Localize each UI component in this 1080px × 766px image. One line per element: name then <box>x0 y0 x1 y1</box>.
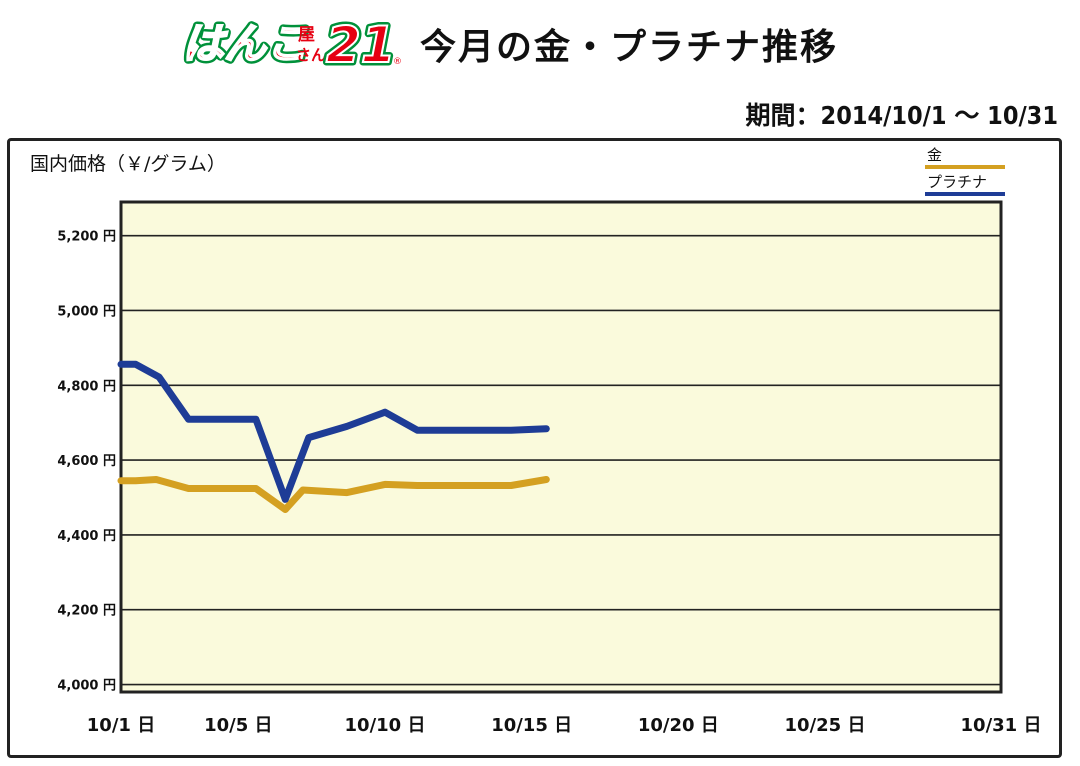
chart-frame <box>7 138 1062 758</box>
svg-text:21: 21 <box>326 16 396 70</box>
x-tick-label: 10/20 日 <box>638 715 719 736</box>
x-tick-label: 10/25 日 <box>785 715 866 736</box>
page-title: 今月の金・プラチナ推移 <box>420 27 839 68</box>
platinum-price-line <box>117 360 550 503</box>
svg-text:21: 21 <box>326 16 396 70</box>
y-tick-label: 5,000 円 <box>57 304 116 319</box>
y-tick-label: 4,400 円 <box>57 529 116 544</box>
x-tick-label: 10/15 日 <box>491 715 572 736</box>
x-tick-label: 10/5 日 <box>204 715 272 736</box>
svg-text:さん: さん <box>296 46 326 64</box>
logo-graphic: はんこ はんこ 屋 さん 21 21 ® <box>179 13 403 78</box>
svg-text:はんこ: はんこ <box>182 19 308 68</box>
plot-area <box>119 200 1003 694</box>
legend-label: プラチナ <box>927 173 987 191</box>
svg-text:屋: 屋 <box>298 25 315 45</box>
y-tick-label: 4,600 円 <box>57 454 116 469</box>
svg-text:はんこ: はんこ <box>182 19 308 68</box>
y-axis-label: 国内価格（￥/グラム） <box>30 153 226 175</box>
x-tick-label: 10/1 日 <box>87 715 155 736</box>
y-tick-label: 4,800 円 <box>57 379 116 394</box>
x-tick-label: 10/31 日 <box>961 715 1042 736</box>
svg-text:®: ® <box>393 57 402 67</box>
legend-label: 金 <box>927 146 942 164</box>
y-tick-label: 5,200 円 <box>57 230 116 245</box>
hanko-ya-san-21-logo: はんこ はんこ 屋 さん 21 21 ® <box>178 10 410 78</box>
period-label: 期間：2014/10/1 〜 10/31 <box>745 101 1058 130</box>
y-tick-label: 4,000 円 <box>57 679 116 694</box>
gold-price-line <box>117 476 550 513</box>
y-tick-label: 4,200 円 <box>57 604 116 619</box>
x-tick-label: 10/10 日 <box>345 715 426 736</box>
